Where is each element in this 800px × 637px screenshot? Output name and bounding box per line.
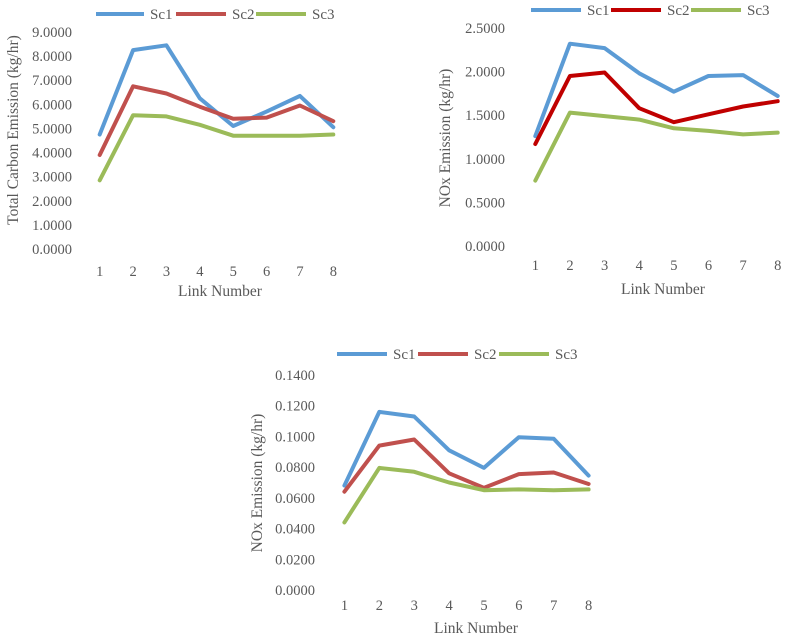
- y-tick-label: 8.0000: [32, 49, 72, 65]
- y-tick-label: 1.0000: [465, 152, 505, 168]
- x-tick-label: 5: [480, 598, 487, 614]
- x-tick-label: 8: [774, 258, 781, 274]
- y-tick-label: 0.0000: [465, 239, 505, 255]
- x-tick-label: 8: [585, 598, 592, 614]
- y-tick-label: 0.0800: [275, 460, 315, 476]
- x-tick-label: 1: [96, 264, 103, 280]
- x-axis-title: Link Number: [434, 620, 519, 637]
- x-tick-label: 2: [566, 258, 573, 274]
- x-tick-label: 3: [163, 264, 170, 280]
- x-tick-label: 2: [129, 264, 136, 280]
- x-tick-label: 3: [601, 258, 608, 274]
- legend-label-sc2: Sc2: [474, 347, 497, 363]
- legend-label-sc1: Sc1: [150, 7, 173, 23]
- chart-1: 0.0000 1.0000 2.0000 3.0000 4.0000 5.0000 6.00…: [5, 7, 337, 300]
- y-tick-label: 2.5000: [465, 21, 505, 37]
- y-tick-label: 4.0000: [32, 146, 72, 162]
- y-tick-label: 0.0600: [275, 491, 315, 507]
- series-line-sc2: [97, 84, 336, 157]
- x-tick-label: 2: [376, 598, 383, 614]
- y-tick-label: 2.0000: [32, 194, 72, 210]
- legend-label-sc2: Sc2: [232, 7, 255, 23]
- x-axis-title: Link Number: [621, 281, 706, 298]
- x-tick-label: 7: [739, 258, 746, 274]
- y-tick-label: 5.0000: [32, 121, 72, 137]
- y-tick-label: 0.0400: [275, 522, 315, 538]
- y-tick-label: 0.1400: [275, 368, 315, 384]
- x-tick-label: 1: [532, 258, 539, 274]
- y-tick-label: 0.0000: [32, 242, 72, 258]
- x-tick-label: 4: [636, 258, 644, 274]
- x-tick-label: 5: [670, 258, 677, 274]
- y-tick-label: 1.0000: [32, 218, 72, 234]
- x-tick-label: 6: [705, 258, 712, 274]
- y-axis-title: NOx Emission (kg/hr): [437, 69, 454, 208]
- x-tick-label: 8: [330, 264, 337, 280]
- x-tick-label: 4: [445, 598, 453, 614]
- y-tick-label: 0.1000: [275, 429, 315, 445]
- series-line-sc1: [342, 409, 591, 488]
- y-tick-label: 2.0000: [465, 65, 505, 81]
- series-line-sc3: [533, 110, 780, 183]
- x-tick-label: 6: [263, 264, 270, 280]
- legend-label-sc1: Sc1: [587, 3, 610, 19]
- y-tick-label: 0.1200: [275, 399, 315, 415]
- y-tick-label: 1.5000: [465, 108, 505, 124]
- x-tick-label: 5: [230, 264, 237, 280]
- y-tick-label: 7.0000: [32, 73, 72, 89]
- x-axis-title: Link Number: [178, 283, 263, 300]
- legend-label-sc2: Sc2: [667, 3, 690, 19]
- series-line-sc2: [342, 437, 591, 494]
- x-tick-label: 6: [515, 598, 522, 614]
- y-tick-label: 3.0000: [32, 170, 72, 186]
- series-line-sc2: [533, 70, 780, 146]
- y-tick-label: 0.0000: [275, 583, 315, 599]
- legend-label-sc1: Sc1: [393, 347, 416, 363]
- series-line-sc3: [97, 113, 336, 183]
- legend-label-sc3: Sc3: [312, 7, 335, 23]
- series-line-sc1: [97, 43, 336, 137]
- legend-label-sc3: Sc3: [555, 347, 578, 363]
- y-axis-title: Total Carbon Emission (kg/hr): [5, 35, 22, 225]
- chart-3: 0.0000 0.0200 0.0400 0.0600 0.0800 0.1000 0.12…: [249, 347, 592, 637]
- series-line-sc1: [533, 41, 780, 139]
- x-tick-label: 4: [196, 264, 204, 280]
- y-tick-label: 0.5000: [465, 195, 505, 211]
- x-tick-label: 3: [411, 598, 418, 614]
- x-tick-label: 1: [341, 598, 348, 614]
- x-tick-label: 7: [296, 264, 303, 280]
- y-tick-label: 6.0000: [32, 97, 72, 113]
- series-line-sc3: [342, 465, 591, 525]
- y-tick-label: 9.0000: [32, 25, 72, 41]
- legend-label-sc3: Sc3: [747, 3, 770, 19]
- y-axis-title: NOx Emission (kg/hr): [249, 414, 266, 553]
- chart-2: 0.0000 0.5000 1.0000 1.5000 2.0000 2.5000 1 2 3 4…: [437, 3, 781, 298]
- x-tick-label: 7: [550, 598, 557, 614]
- y-tick-label: 0.0200: [275, 552, 315, 568]
